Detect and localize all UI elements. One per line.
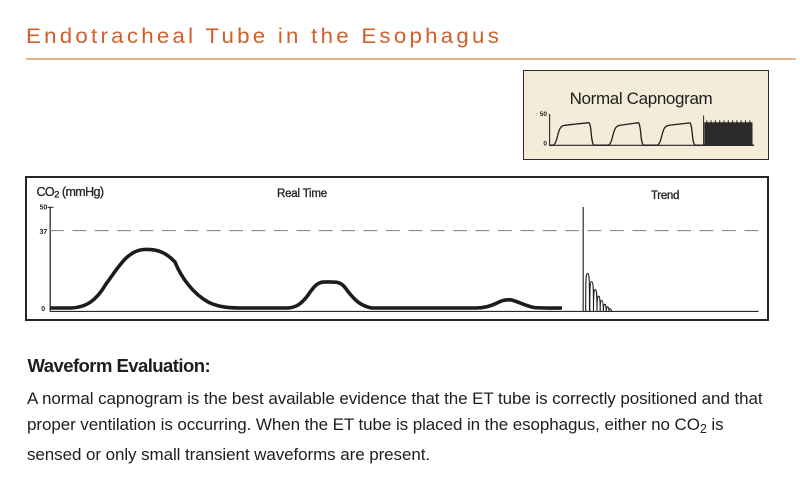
svg-text:50: 50 <box>40 204 48 211</box>
svg-text:0: 0 <box>41 306 45 313</box>
svg-text:0: 0 <box>543 141 547 148</box>
svg-text:50: 50 <box>540 111 548 118</box>
svg-text:37: 37 <box>40 229 48 236</box>
